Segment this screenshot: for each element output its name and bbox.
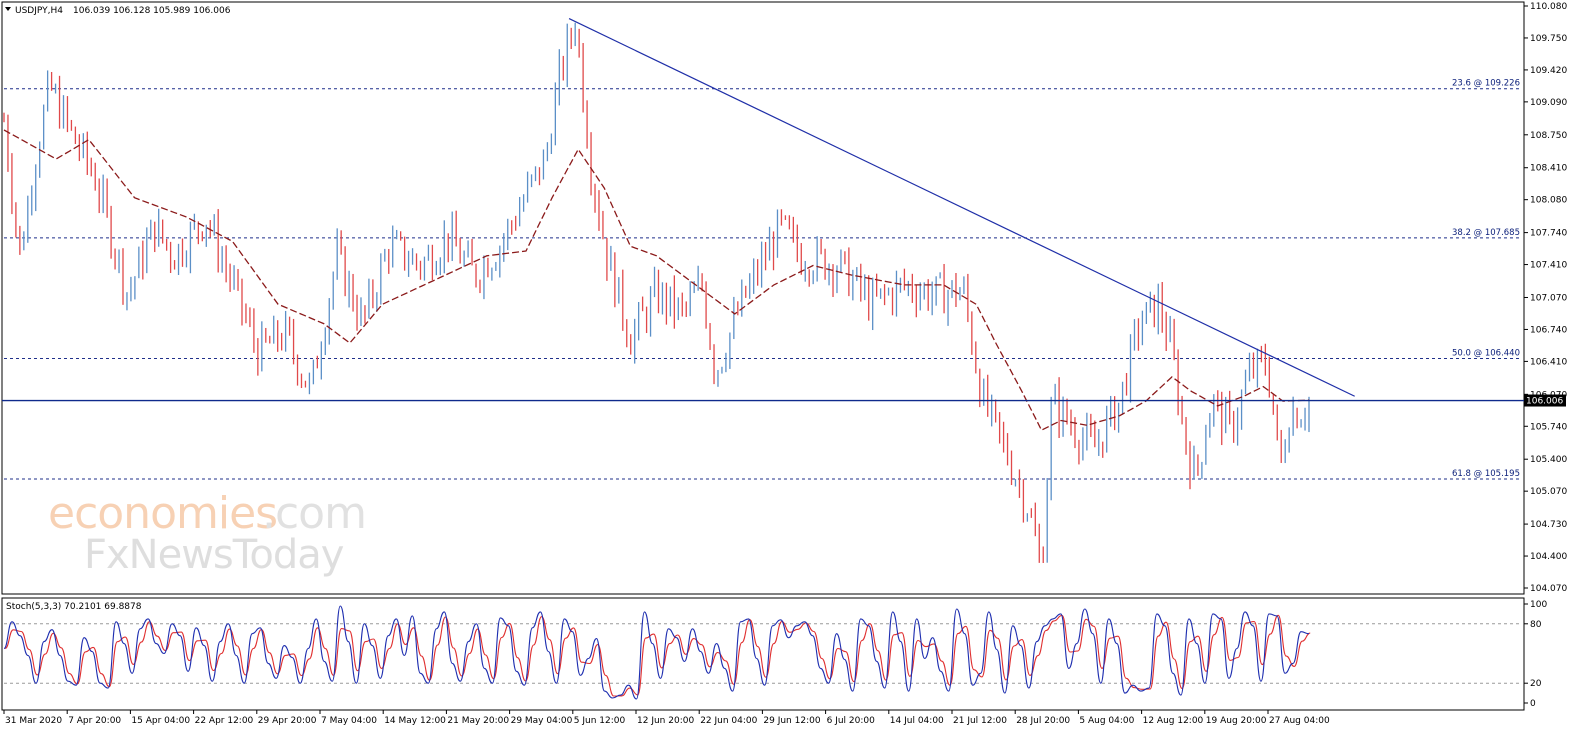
- price-tick-label: 106.740: [1530, 325, 1567, 335]
- price-tick-label: 109.750: [1530, 34, 1567, 44]
- last-price-tag-label: 106.006: [1526, 397, 1563, 407]
- descending-trendline[interactable]: [568, 18, 1355, 397]
- candles: [3, 22, 1310, 563]
- fib-level-label: 61.8 @ 105.195: [1452, 469, 1520, 479]
- price-tick-label: 105.740: [1530, 422, 1567, 432]
- fib-level-label: 38.2 @ 107.685: [1452, 228, 1520, 238]
- last-price-tag-bg: [1524, 394, 1566, 407]
- stoch-title: Stoch(5,3,3) 70.2101 69.8878: [6, 602, 142, 612]
- price-tick-label: 109.090: [1530, 98, 1567, 108]
- watermark-economies: economies: [48, 488, 277, 539]
- price-tick-label: 106.410: [1530, 357, 1567, 367]
- time-tick-label: 29 Jun 12:00: [763, 716, 820, 726]
- price-tick-label: 105.070: [1530, 487, 1567, 497]
- last-price-tag: 106.006: [1524, 394, 1566, 407]
- time-tick-label: 31 Mar 2020: [5, 716, 62, 726]
- time-tick-label: 5 Jun 12:00: [574, 716, 626, 726]
- price-tick-label: 107.740: [1530, 229, 1567, 239]
- symbol-timeframe: USDJPY,H4: [15, 6, 63, 16]
- watermark-fxnewstoday: FxNewsToday: [84, 532, 344, 578]
- price-axis: 110.080 109.750 109.420 109.090 108.750 108.4…: [1524, 2, 1567, 594]
- time-tick-label: 6 Jul 20:00: [827, 716, 876, 726]
- time-tick-label: 7 Apr 20:00: [68, 716, 121, 726]
- collapse-triangle-icon[interactable]: [5, 7, 11, 11]
- time-tick-label: 29 May 04:00: [511, 716, 573, 726]
- price-tick-label: 104.070: [1530, 584, 1567, 594]
- price-tick-label: 105.400: [1530, 455, 1567, 465]
- stoch-tick-label: 80: [1530, 620, 1542, 630]
- time-tick-label: 29 Apr 20:00: [258, 716, 317, 726]
- stoch-axis: 100 80 20 0: [1524, 600, 1547, 709]
- stoch-main-line: [3, 605, 1310, 700]
- moving-average-line: [3, 129, 1310, 432]
- fib-level-label: 23.6 @ 109.226: [1452, 79, 1520, 89]
- time-axis: 31 Mar 2020 7 Apr 20:00 15 Apr 04:00 22 Apr…: [3, 710, 1330, 726]
- price-tick-label: 104.400: [1530, 552, 1567, 562]
- time-tick-label: 22 Jun 04:00: [700, 716, 757, 726]
- chart-header: USDJPY,H4 106.039 106.128 105.989 106.00…: [5, 6, 231, 16]
- time-tick-label: 5 Aug 04:00: [1079, 716, 1134, 726]
- watermark-logo: economies .com FxNewsToday: [48, 488, 367, 578]
- time-tick-label: 28 Jul 20:00: [1016, 716, 1070, 726]
- time-tick-label: 21 May 20:00: [447, 716, 509, 726]
- price-tick-label: 110.080: [1530, 2, 1567, 12]
- stoch-tick-label: 20: [1530, 679, 1542, 689]
- price-tick-label: 108.080: [1530, 196, 1567, 206]
- ohlc-readout: 106.039 106.128 105.989 106.006: [73, 6, 231, 16]
- stoch-signal-line: [4, 614, 1311, 697]
- stoch-tick-label: 100: [1530, 600, 1547, 610]
- watermark-com: .com: [262, 488, 366, 539]
- time-tick-label: 22 Apr 12:00: [195, 716, 254, 726]
- price-tick-label: 108.750: [1530, 131, 1567, 141]
- price-tick-label: 104.730: [1530, 520, 1567, 530]
- price-tick-label: 107.410: [1530, 261, 1567, 271]
- stoch-pane-frame: [1, 597, 1525, 711]
- price-tick-label: 108.410: [1530, 164, 1567, 174]
- time-tick-label: 12 Aug 12:00: [1143, 716, 1204, 726]
- price-tick-label: 107.070: [1530, 293, 1567, 303]
- time-tick-label: 7 May 04:00: [321, 716, 377, 726]
- stoch-tick-label: 0: [1530, 699, 1536, 709]
- time-tick-label: 14 Jul 04:00: [890, 716, 944, 726]
- time-tick-label: 21 Jul 12:00: [953, 716, 1007, 726]
- time-tick-label: 27 Aug 04:00: [1269, 716, 1330, 726]
- fib-level-label: 50.0 @ 106.440: [1452, 348, 1520, 358]
- price-tick-label: 109.420: [1530, 66, 1567, 76]
- main-pane-frame: [1, 1, 1525, 595]
- fibonacci-levels: 23.6 @ 109.226 38.2 @ 107.685 50.0 @ 106.4…: [4, 79, 1522, 480]
- time-tick-label: 14 May 12:00: [384, 716, 446, 726]
- time-tick-label: 15 Apr 04:00: [131, 716, 190, 726]
- time-tick-label: 12 Jun 20:00: [637, 716, 694, 726]
- time-tick-label: 19 Aug 20:00: [1206, 716, 1267, 726]
